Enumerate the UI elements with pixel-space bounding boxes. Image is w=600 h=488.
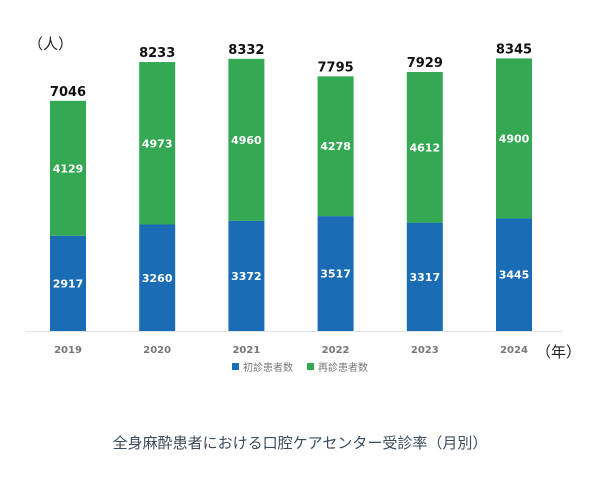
data-label: 3317 xyxy=(409,271,440,284)
data-label: 3372 xyxy=(231,270,262,283)
bar-first-visit-2024 xyxy=(496,218,532,331)
bar-revisit-2021 xyxy=(228,58,265,221)
x-axis-unit-label: （年） xyxy=(536,343,582,361)
data-label: 4278 xyxy=(320,140,351,153)
total-label: 8332 xyxy=(228,43,264,58)
bar-first-visit-2022 xyxy=(317,216,354,331)
bar-revisit-2023 xyxy=(406,71,443,223)
x-tick-label: 2020 xyxy=(143,345,171,356)
legend-item-first-visit: 初診患者数 xyxy=(232,359,293,374)
total-label: 8345 xyxy=(496,42,532,57)
data-label: 4129 xyxy=(53,162,84,175)
x-tick-label: 2021 xyxy=(232,345,260,356)
x-tick-label: 2023 xyxy=(411,345,439,356)
x-tick-label: 2022 xyxy=(322,345,350,356)
legend-label: 再診患者数 xyxy=(318,363,368,374)
bar-revisit-2019 xyxy=(50,100,86,236)
data-label: 4960 xyxy=(231,134,262,147)
data-label: 4973 xyxy=(142,137,173,150)
stacked-bar-chart: 2917 4129 7046 2019 3260 4973 8233 2020 3372 4960… xyxy=(25,42,563,356)
bar-first-visit-2021 xyxy=(228,220,265,331)
legend-label: 初診患者数 xyxy=(243,363,293,374)
legend-swatch-green xyxy=(307,363,314,370)
legend-swatch-blue xyxy=(232,363,239,370)
bar-first-visit-2020 xyxy=(139,224,176,331)
legend-item-revisit: 再診患者数 xyxy=(307,359,368,374)
y-axis-unit-label: （人） xyxy=(28,35,74,53)
data-label: 3517 xyxy=(320,268,351,281)
chart-title: 全身麻酔患者における口腔ケアセンター受診率（月別） xyxy=(112,434,488,452)
data-label: 4900 xyxy=(499,132,530,145)
bar-first-visit-2023 xyxy=(406,222,443,331)
total-label: 7046 xyxy=(50,85,86,100)
total-label: 8233 xyxy=(139,46,175,61)
total-label: 7929 xyxy=(407,56,443,71)
bar-first-visit-2019 xyxy=(50,235,86,331)
data-label: 2917 xyxy=(53,277,84,290)
bar-revisit-2022 xyxy=(317,76,354,217)
x-tick-label: 2019 xyxy=(54,345,82,356)
data-label: 4612 xyxy=(409,141,440,154)
x-tick-label: 2024 xyxy=(500,345,528,356)
data-label: 3445 xyxy=(499,269,530,282)
legend: 初診患者数 再診患者数 xyxy=(0,359,600,374)
data-label: 3260 xyxy=(142,272,173,285)
bar-revisit-2020 xyxy=(139,62,176,225)
total-label: 7795 xyxy=(318,60,354,75)
bar-revisit-2024 xyxy=(496,58,532,219)
